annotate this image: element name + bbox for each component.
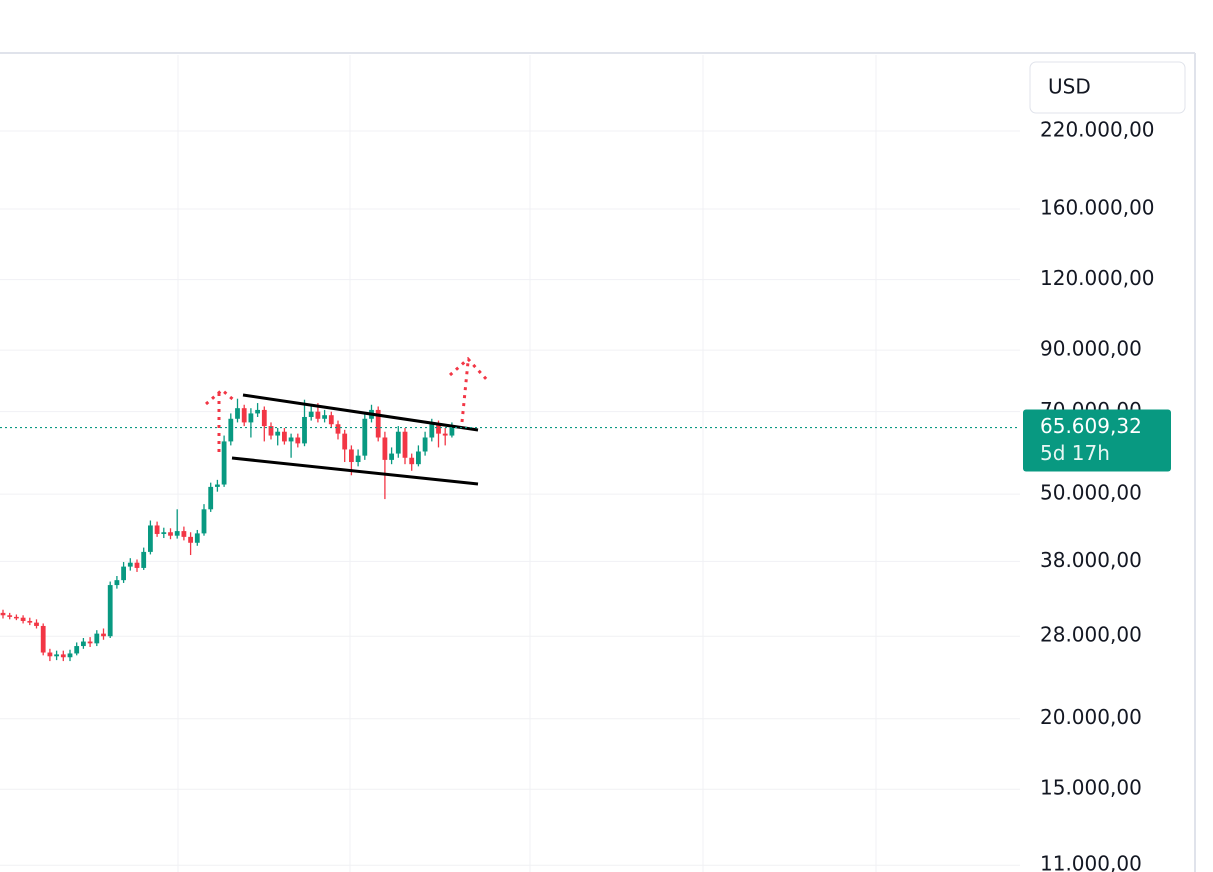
candle-body bbox=[268, 426, 274, 436]
candle-body bbox=[215, 484, 220, 487]
candle-body bbox=[449, 427, 455, 436]
countdown: 5d 17h bbox=[1040, 441, 1110, 465]
candle-body bbox=[181, 531, 187, 537]
candle-body bbox=[409, 457, 415, 465]
y-tick-label: 90.000,00 bbox=[1040, 337, 1142, 361]
candle-body bbox=[395, 431, 401, 454]
candle-body bbox=[194, 533, 200, 543]
y-tick-label: 15.000,00 bbox=[1040, 776, 1142, 800]
trend-line bbox=[231, 456, 479, 486]
candle-body bbox=[235, 408, 240, 419]
candle-body bbox=[355, 455, 361, 463]
candle-body bbox=[442, 433, 448, 436]
candle-body bbox=[60, 654, 66, 658]
candle-body bbox=[161, 532, 167, 534]
candle-body bbox=[14, 616, 19, 619]
currency-button[interactable] bbox=[1029, 61, 1186, 114]
candle-body bbox=[81, 641, 86, 647]
y-tick-label: 11.000,00 bbox=[1040, 852, 1142, 872]
candle-body bbox=[261, 409, 267, 427]
y-tick-label: 220.000,00 bbox=[1040, 118, 1155, 142]
candle-body bbox=[288, 437, 294, 442]
candle-body bbox=[74, 646, 80, 654]
last-price-label: 65.609,32 bbox=[1040, 414, 1142, 438]
candle-body bbox=[422, 437, 428, 452]
candle-body bbox=[335, 424, 341, 434]
candle-body bbox=[295, 437, 301, 444]
candle-body bbox=[87, 641, 93, 644]
candle-body bbox=[201, 509, 207, 534]
candle-body bbox=[349, 449, 354, 463]
candle-body bbox=[107, 585, 113, 637]
candle-body bbox=[402, 431, 408, 458]
candle-body bbox=[416, 451, 421, 465]
y-tick-label: 160.000,00 bbox=[1040, 196, 1155, 220]
candle-body bbox=[389, 453, 394, 460]
currency[interactable]: USD bbox=[1048, 75, 1091, 99]
last-price: 65.609,32 5d 17h bbox=[0, 409, 1171, 472]
candle-body bbox=[362, 418, 368, 456]
candle-body bbox=[101, 633, 106, 637]
drawings bbox=[205, 356, 490, 486]
candle-body bbox=[282, 431, 287, 442]
grid bbox=[0, 130, 1020, 866]
candle-body bbox=[188, 536, 193, 543]
y-tick-label: 120.000,00 bbox=[1040, 266, 1155, 290]
candle-body bbox=[141, 551, 147, 568]
candle-body bbox=[255, 409, 260, 414]
candle-body bbox=[127, 562, 133, 567]
candle-body bbox=[54, 654, 59, 657]
y-tick-label: 50.000,00 bbox=[1040, 481, 1142, 505]
candle-body bbox=[7, 615, 13, 617]
candle-body bbox=[208, 486, 214, 510]
candle-body bbox=[34, 622, 39, 626]
candle-body bbox=[148, 525, 153, 552]
candle-body bbox=[322, 415, 327, 419]
candle-body bbox=[121, 566, 126, 581]
candle-body bbox=[134, 562, 140, 568]
candle-body bbox=[241, 408, 247, 423]
dotted-arrow-head bbox=[449, 356, 490, 383]
candle-body bbox=[114, 580, 120, 586]
candle-body bbox=[328, 415, 334, 425]
dotted-arrow bbox=[460, 361, 470, 423]
candle-body bbox=[0, 612, 6, 616]
candle-body bbox=[382, 437, 388, 460]
y-tick-label: 20.000,00 bbox=[1040, 705, 1142, 729]
candles bbox=[0, 398, 455, 662]
candle-body bbox=[168, 532, 173, 536]
trend-line bbox=[242, 393, 479, 432]
candle-body bbox=[154, 525, 160, 534]
y-tick-label: 38.000,00 bbox=[1040, 548, 1142, 572]
candle-body bbox=[302, 416, 307, 444]
candle-body bbox=[47, 652, 53, 657]
y-tick-label: 28.000,00 bbox=[1040, 623, 1142, 647]
candle-body bbox=[308, 411, 314, 417]
candle-body bbox=[429, 424, 435, 438]
candle-body bbox=[67, 653, 73, 658]
candle-body bbox=[342, 433, 348, 450]
candle-body bbox=[375, 409, 381, 438]
candle-body bbox=[221, 441, 227, 485]
candle-body bbox=[248, 413, 254, 423]
candle-body bbox=[228, 418, 234, 442]
dotted-arrow-head bbox=[205, 388, 237, 406]
candle-body bbox=[275, 431, 281, 436]
vertical-grid bbox=[177, 55, 877, 872]
candle-body bbox=[315, 411, 321, 419]
candle-body bbox=[436, 424, 441, 434]
candle-body bbox=[20, 617, 26, 621]
last-price-box bbox=[1023, 409, 1171, 472]
candle-body bbox=[174, 531, 180, 536]
candle-body bbox=[40, 625, 46, 653]
candle-body bbox=[94, 633, 100, 644]
candle-body bbox=[27, 620, 33, 623]
